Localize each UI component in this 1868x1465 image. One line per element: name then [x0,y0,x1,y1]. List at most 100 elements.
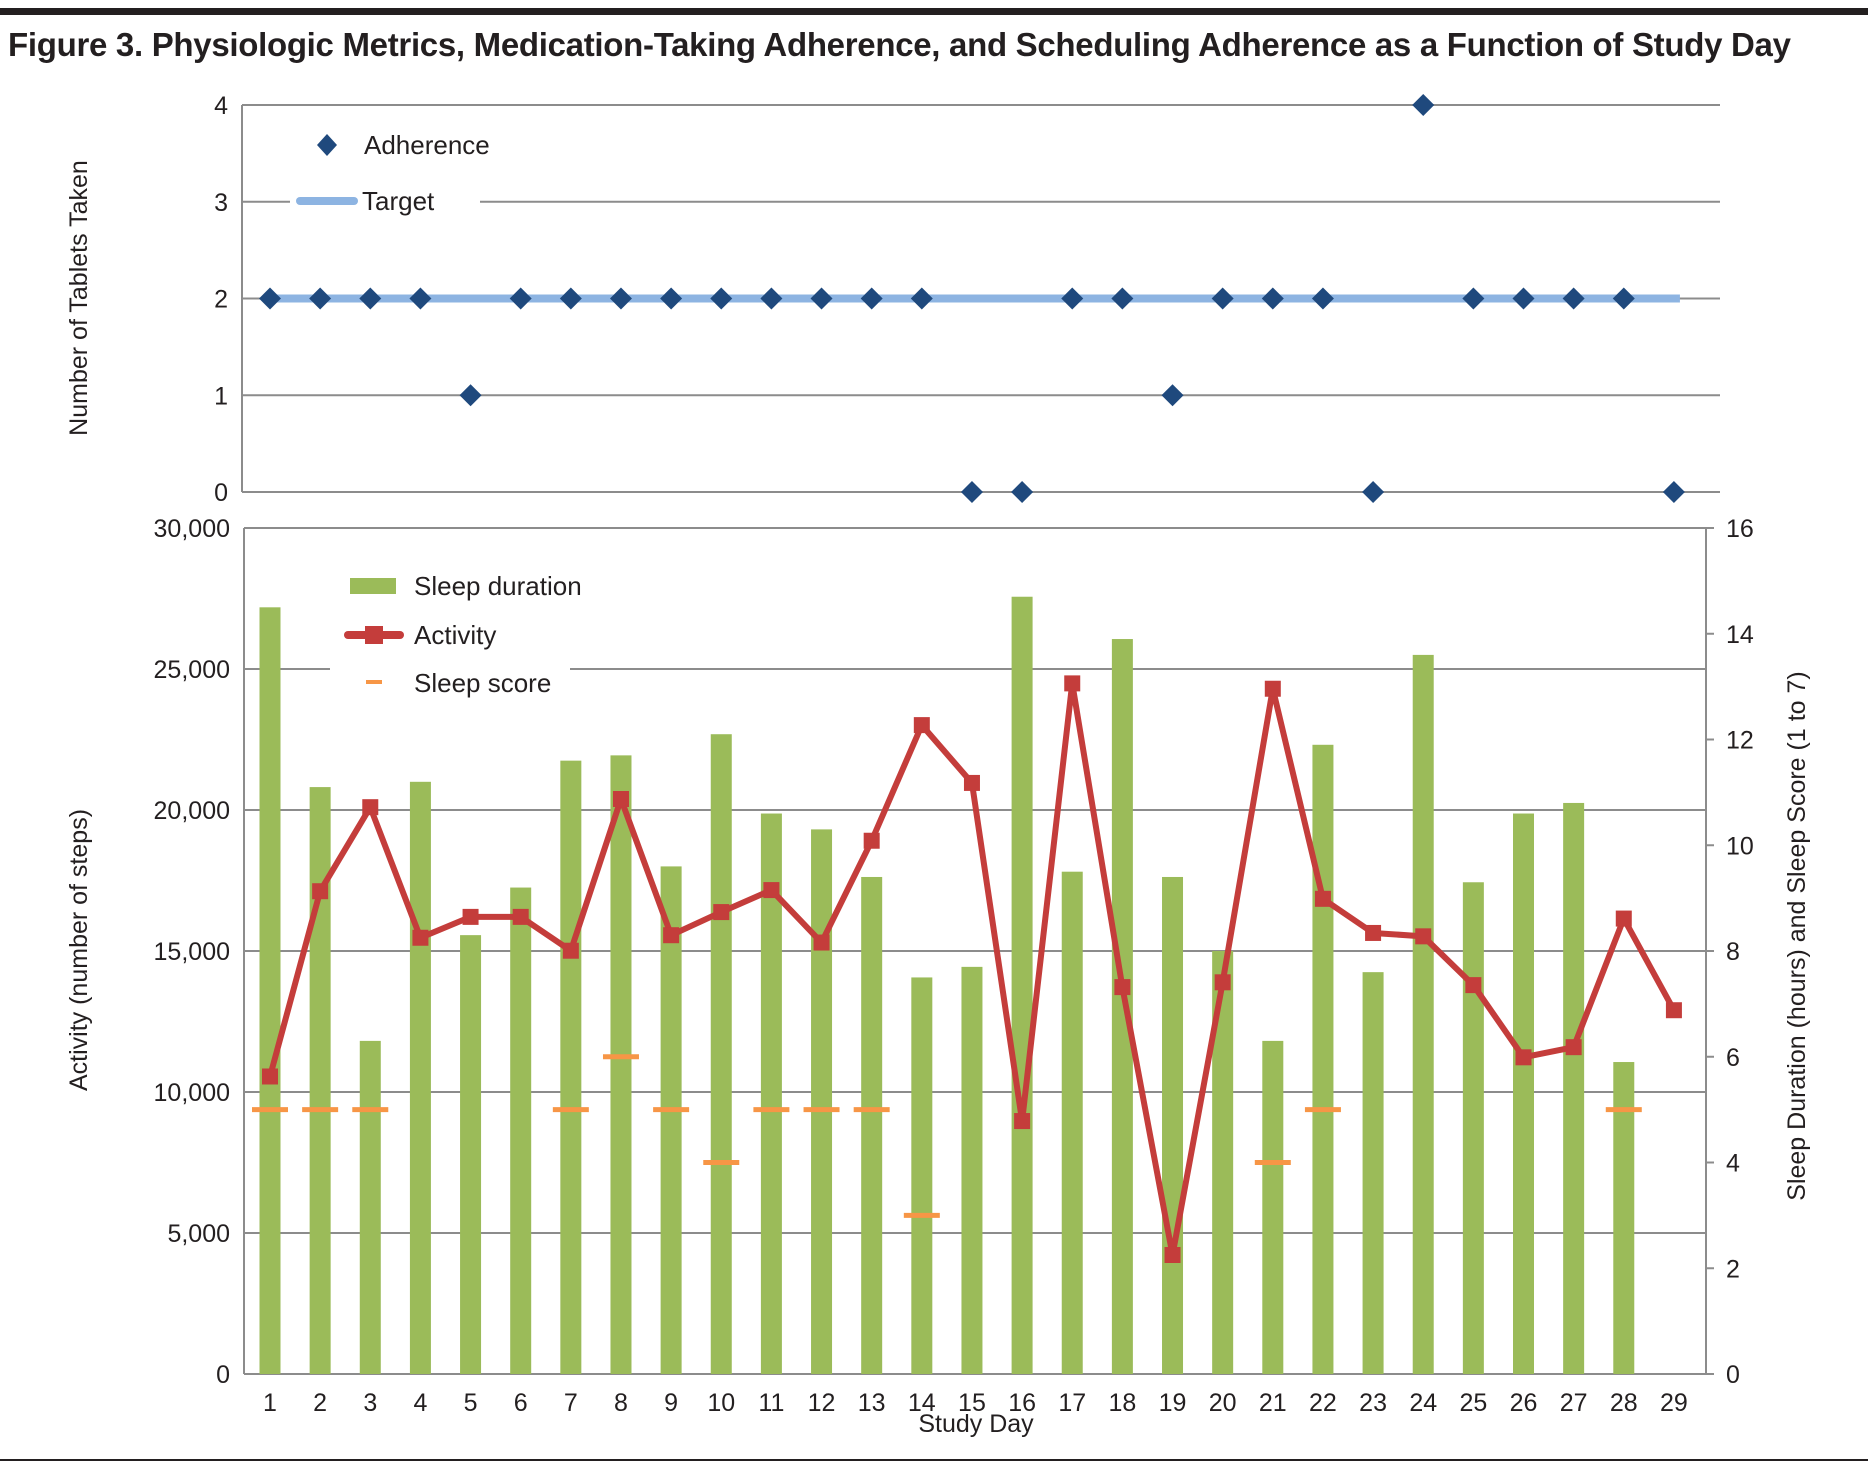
legend-activity-marker [365,626,383,644]
activity-point [913,717,930,734]
x-tick-label: 8 [614,1389,628,1417]
adherence-point [1011,481,1034,503]
activity-point [663,927,680,944]
x-tick-label: 28 [1610,1389,1638,1417]
activity-point [1164,1246,1181,1263]
sleep-duration-bar [1412,654,1434,1374]
adherence-point [1211,287,1234,310]
activity-point [1415,928,1432,945]
sleep-duration-bar [1462,882,1484,1374]
activity-point [1314,890,1331,907]
y2-tick-label: 8 [1726,938,1740,966]
adherence-point [1412,94,1435,116]
adherence-point [1261,287,1284,310]
x-tick-label: 20 [1209,1389,1237,1417]
tablets-chart: 0 1 2 3 4 Adherence Target [214,92,1720,507]
sleep-duration-bar [660,866,682,1374]
adherence-point [259,287,281,310]
activity-point [1264,680,1281,697]
legend-adherence-label: Adherence [364,130,490,160]
adherence-point [810,287,833,310]
x-tick-label: 3 [363,1389,377,1417]
x-tick-label: 9 [664,1389,678,1417]
figure-title: Figure 3. Physiologic Metrics, Medicatio… [8,26,1791,63]
adherence-point [609,287,632,310]
sleep-duration-bar [1563,802,1585,1374]
adherence-point [1362,481,1385,503]
sleep-duration-bar [710,734,732,1374]
adherence-point [760,287,783,310]
sleep-duration-bar [560,760,582,1374]
activity-point [1365,924,1382,941]
activity-point [1064,675,1081,692]
sleep-duration-bar [1162,876,1184,1374]
sleep-duration-bar [760,813,782,1374]
tablets-y-axis-label: Number of Tablets Taken [65,160,93,436]
activity-point [262,1068,278,1085]
legend-background [290,122,480,222]
y-tick-label: 3 [214,189,228,217]
adherence-point [960,481,983,503]
adherence-point [509,287,532,310]
activity-point [713,904,730,921]
x-tick-label: 16 [1008,1389,1036,1417]
y-tick-label: 5,000 [167,1220,230,1248]
activity-y-axis-label: Activity (number of steps) [65,809,93,1091]
bottom-rule [0,1459,1868,1461]
y2-tick-label: 6 [1726,1044,1740,1072]
adherence-point [459,384,482,407]
adherence-point [1662,481,1685,503]
x-tick-label: 22 [1309,1389,1337,1417]
x-tick-label: 14 [908,1389,936,1417]
activity-point [1114,979,1131,996]
adherence-point [860,287,883,310]
x-tick-label: 24 [1409,1389,1437,1417]
legend-activity-label: Activity [414,620,496,650]
x-tick-label: 18 [1108,1389,1136,1417]
sleep-duration-bar [861,876,883,1374]
activity-point [1565,1039,1582,1056]
x-tick-label: 2 [313,1389,327,1417]
x-tick-label: 27 [1560,1389,1588,1417]
sleep-duration-bar [1513,813,1534,1374]
activity-point [512,908,529,925]
activity-sleep-chart: 05,00010,00015,00020,00025,00030,0000246… [154,515,1754,1417]
adherence-point [1512,287,1535,310]
adherence-point [1161,384,1184,407]
adherence-point [1311,287,1334,310]
sleep-duration-bar [1613,1062,1635,1374]
adherence-point [359,287,382,310]
activity-point [1214,974,1231,991]
x-tick-label: 5 [464,1389,478,1417]
y2-tick-label: 16 [1726,515,1754,543]
x-tick-label: 11 [758,1389,784,1417]
activity-point [1465,977,1482,994]
sleep-duration-bar [1312,744,1334,1374]
y-tick-label: 20,000 [154,797,230,825]
x-tick-label: 26 [1510,1389,1538,1417]
x-tick-label: 6 [514,1389,528,1417]
sleep-duration-bar [510,887,532,1374]
adherence-point [1462,287,1485,310]
adherence-point [1111,287,1134,310]
adherence-point [1061,287,1084,310]
activity-point [813,934,830,951]
sleep-duration-bar [911,977,933,1374]
y-tick-label: 2 [214,286,228,314]
adherence-point [910,287,933,310]
legend-sleep-score-label: Sleep score [414,668,551,698]
sleep-duration-bar [1011,596,1033,1374]
sleep-duration-bar [1111,639,1133,1374]
activity-point [412,929,429,946]
activity-point [763,882,780,899]
sleep-duration-bar [1362,972,1384,1374]
sleep-duration-bar [610,755,632,1374]
activity-point [562,942,579,959]
activity-point [312,883,329,900]
x-tick-label: 10 [707,1389,735,1417]
adherence-point [309,287,332,310]
y-tick-label: 10,000 [154,1079,230,1107]
activity-point [1665,1002,1682,1019]
activity-point [1014,1113,1031,1130]
